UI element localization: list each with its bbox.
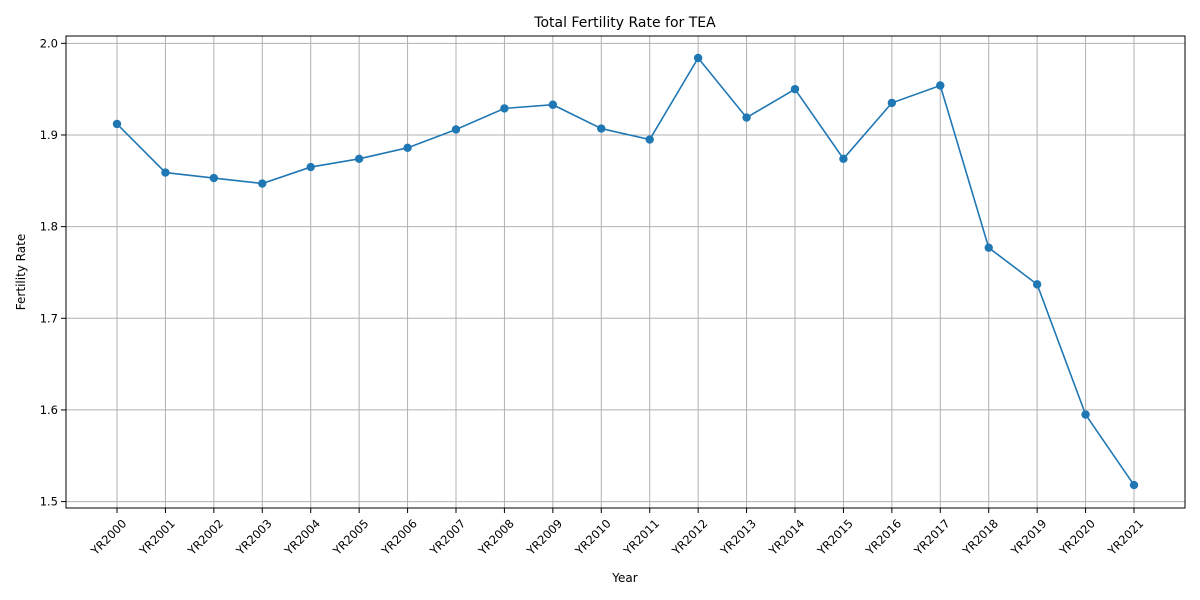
y-tick-label: 1.9 bbox=[40, 128, 58, 142]
y-tick-label: 1.8 bbox=[40, 220, 58, 234]
data-point bbox=[693, 53, 703, 63]
y-tick-label: 2.0 bbox=[40, 36, 58, 50]
data-point bbox=[500, 104, 509, 113]
data-point bbox=[161, 168, 170, 177]
x-tick-label: YR2016 bbox=[862, 516, 904, 558]
x-tick-label: YR2004 bbox=[281, 516, 323, 558]
y-axis-label: Fertility Rate bbox=[14, 234, 28, 310]
data-point bbox=[790, 84, 800, 94]
x-tick-label: YR2002 bbox=[184, 516, 226, 558]
x-axis-label: Year bbox=[611, 571, 637, 585]
data-point bbox=[887, 98, 897, 108]
x-tick-label: YR2015 bbox=[814, 516, 856, 558]
data-point bbox=[742, 113, 751, 122]
y-tick-label: 1.5 bbox=[40, 495, 58, 509]
data-point bbox=[403, 143, 412, 153]
x-tick-label: YR2006 bbox=[378, 516, 420, 558]
data-point bbox=[839, 154, 848, 164]
data-point bbox=[451, 125, 461, 134]
x-tick-label: YR2000 bbox=[87, 516, 129, 558]
data-point bbox=[209, 173, 219, 183]
data-point bbox=[306, 162, 315, 172]
y-tick-label: 1.6 bbox=[40, 403, 58, 417]
y-tick-label: 1.7 bbox=[40, 311, 58, 325]
data-point bbox=[548, 100, 558, 109]
series-layer bbox=[112, 53, 1139, 490]
data-point bbox=[984, 243, 993, 252]
x-tick-label: YR2013 bbox=[717, 516, 759, 558]
x-tick-label: YR2010 bbox=[572, 516, 614, 558]
axes: YR2000 YR2001 YR2002 YR2003 YR2004 YR2005 YR20… bbox=[40, 36, 1147, 558]
x-tick-label: YR2008 bbox=[475, 516, 517, 558]
plot-frame bbox=[65, 35, 1186, 509]
x-tick-label: YR2009 bbox=[523, 516, 565, 558]
data-point bbox=[645, 135, 654, 144]
x-tick-label: YR2001 bbox=[136, 516, 178, 558]
x-tick-label: YR2003 bbox=[233, 516, 275, 558]
x-tick-label: YR2014 bbox=[765, 516, 807, 558]
data-point bbox=[258, 179, 267, 188]
data-point bbox=[112, 119, 122, 129]
x-tick-label: YR2012 bbox=[669, 516, 711, 558]
data-point bbox=[1032, 280, 1042, 289]
data-point bbox=[1129, 480, 1139, 490]
data-point bbox=[597, 124, 606, 133]
x-tick-label: YR2007 bbox=[426, 516, 468, 558]
x-tick-label: YR2011 bbox=[620, 516, 662, 558]
data-point bbox=[936, 81, 945, 90]
x-tick-label: YR2020 bbox=[1056, 516, 1098, 558]
series-line bbox=[116, 56, 1135, 486]
data-point bbox=[1081, 410, 1090, 419]
x-tick-label: YR2019 bbox=[1008, 516, 1050, 558]
x-tick-label: YR2021 bbox=[1104, 516, 1146, 558]
x-tick-label: YR2018 bbox=[959, 516, 1001, 558]
x-tick-label: YR2017 bbox=[911, 516, 953, 558]
chart-title: Total Fertility Rate for TEA bbox=[533, 15, 716, 31]
data-point bbox=[354, 154, 364, 164]
x-tick-label: YR2005 bbox=[330, 516, 372, 558]
grid bbox=[66, 36, 1185, 508]
